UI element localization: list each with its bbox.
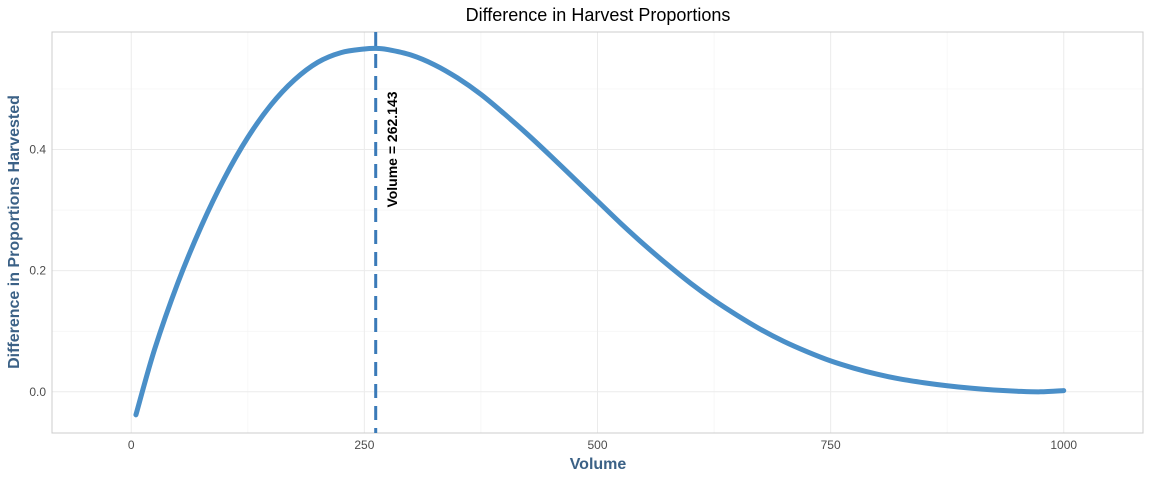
x-tick-label: 250 [354, 438, 374, 452]
major-gridlines [52, 32, 1143, 433]
x-axis-title: Volume [570, 456, 627, 473]
y-tick-label: 0.2 [29, 264, 46, 278]
plot-panel-border [51, 31, 1144, 434]
y-axis-ticks: 0.0 0.2 0.4 [29, 143, 46, 399]
x-tick-label: 750 [821, 438, 841, 452]
difference-curve [133, 45, 1067, 418]
peak-volume-annotation: Volume = 262.143 [384, 91, 400, 207]
y-axis-title: Difference in Proportions Harvested [6, 95, 23, 369]
y-tick-label: 0.0 [29, 385, 46, 399]
x-tick-label: 0 [128, 438, 135, 452]
x-tick-label: 1000 [1050, 438, 1077, 452]
x-tick-label: 500 [587, 438, 607, 452]
y-tick-label: 0.4 [29, 143, 46, 157]
chart-title: Difference in Harvest Proportions [466, 5, 731, 25]
x-axis-ticks: 0 250 500 750 1000 [128, 438, 1077, 452]
